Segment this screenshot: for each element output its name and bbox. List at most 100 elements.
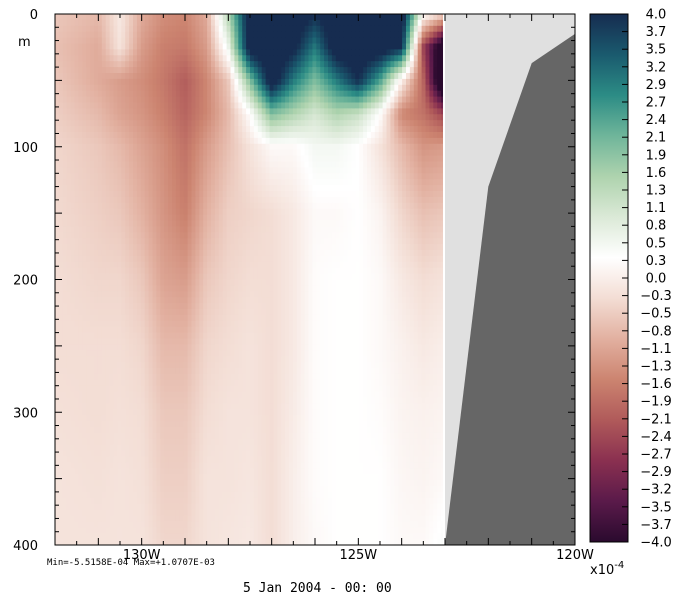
heatmap-cell	[300, 255, 306, 263]
heatmap-cell	[437, 202, 442, 210]
heatmap-cell	[156, 179, 161, 186]
heatmap-cell	[285, 25, 290, 33]
heatmap-cell	[230, 303, 235, 310]
heatmap-cell	[101, 232, 107, 239]
heatmap-cell	[292, 238, 298, 245]
heatmap-cell	[168, 279, 173, 286]
heatmap-cell	[207, 14, 212, 21]
heatmap-cell	[144, 285, 150, 292]
heatmap-cell	[214, 191, 220, 198]
heatmap-cell	[421, 149, 427, 157]
heatmap-cell	[207, 78, 212, 86]
heatmap-cell	[234, 90, 239, 98]
heatmap-cell	[136, 202, 142, 210]
heatmap-cell	[363, 96, 368, 104]
heatmap-cell	[367, 303, 372, 310]
heatmap-cell	[417, 25, 423, 33]
heatmap-cell	[152, 214, 157, 222]
heatmap-cell	[324, 114, 329, 121]
heatmap-cell	[175, 84, 181, 92]
heatmap-cell	[191, 126, 196, 133]
heatmap-cell	[156, 78, 161, 86]
heatmap-cell	[148, 84, 154, 92]
heatmap-cell	[90, 102, 95, 109]
heatmap-cell	[292, 25, 298, 33]
heatmap-cell	[129, 19, 134, 27]
heatmap-cell	[109, 25, 115, 33]
heatmap-cell	[203, 137, 208, 145]
heatmap-cell	[121, 132, 126, 139]
heatmap-cell	[296, 185, 302, 192]
heatmap-cell	[101, 167, 107, 174]
heatmap-cell	[168, 226, 173, 233]
heatmap-cell	[429, 185, 434, 192]
heatmap-cell	[390, 14, 395, 21]
heatmap-cell	[136, 214, 142, 222]
heatmap-cell	[234, 43, 239, 50]
heatmap-cell	[62, 25, 68, 33]
heatmap-cell	[113, 108, 118, 115]
heatmap-cell	[70, 137, 76, 145]
heatmap-cell	[363, 202, 368, 210]
heatmap-cell	[78, 19, 83, 27]
heatmap-cell	[66, 43, 72, 50]
heatmap-cell	[207, 37, 212, 45]
heatmap-cell	[214, 96, 220, 104]
heatmap-cell	[281, 285, 286, 292]
heatmap-cell	[265, 108, 271, 115]
heatmap-cell	[253, 167, 259, 174]
heatmap-cell	[160, 31, 165, 39]
heatmap-cell	[355, 185, 360, 192]
heatmap-cell	[242, 232, 247, 239]
heatmap-cell	[94, 261, 99, 269]
heatmap-cell	[222, 226, 228, 233]
heatmap-cell	[211, 226, 216, 233]
heatmap-cell	[343, 19, 349, 27]
heatmap-cell	[363, 291, 368, 298]
heatmap-cell	[250, 14, 255, 21]
heatmap-cell	[62, 232, 68, 239]
heatmap-cell	[347, 67, 352, 74]
heatmap-cell	[339, 137, 345, 145]
heatmap-cell	[172, 279, 177, 286]
heatmap-cell	[117, 191, 122, 198]
heatmap-cell	[175, 155, 181, 163]
heatmap-cell	[355, 149, 360, 157]
heatmap-cell	[148, 73, 154, 80]
heatmap-cell	[203, 255, 208, 263]
heatmap-cell	[378, 96, 384, 104]
heatmap-cell	[394, 161, 399, 168]
heatmap-cell	[164, 285, 169, 292]
heatmap-cell	[66, 226, 72, 233]
heatmap-cell	[257, 132, 263, 139]
heatmap-cell	[441, 232, 443, 239]
heatmap-cell	[164, 273, 169, 281]
heatmap-cell	[230, 137, 235, 145]
heatmap-cell	[136, 120, 142, 127]
heatmap-cell	[433, 114, 438, 121]
heatmap-cell	[238, 279, 243, 286]
heatmap-cell	[413, 244, 419, 251]
heatmap-cell	[421, 37, 427, 45]
heatmap-cell	[121, 267, 126, 275]
heatmap-cell	[74, 202, 79, 210]
heatmap-cell	[328, 55, 333, 62]
heatmap-cell	[253, 255, 259, 263]
heatmap-cell	[402, 14, 407, 21]
heatmap-cell	[277, 31, 282, 39]
heatmap-cell	[191, 297, 196, 304]
heatmap-cell	[168, 167, 173, 174]
heatmap-cell	[339, 90, 345, 98]
heatmap-cell	[117, 43, 122, 50]
heatmap-cell	[296, 126, 302, 133]
heatmap-cell	[402, 167, 407, 174]
heatmap-cell	[370, 226, 376, 233]
heatmap-cell	[242, 90, 247, 98]
heatmap-cell	[331, 238, 337, 245]
heatmap-cell	[94, 137, 99, 145]
heatmap-cell	[359, 14, 364, 21]
heatmap-cell	[250, 226, 255, 233]
heatmap-cell	[207, 273, 212, 281]
heatmap-cell	[136, 279, 142, 286]
heatmap-cell	[394, 173, 399, 180]
